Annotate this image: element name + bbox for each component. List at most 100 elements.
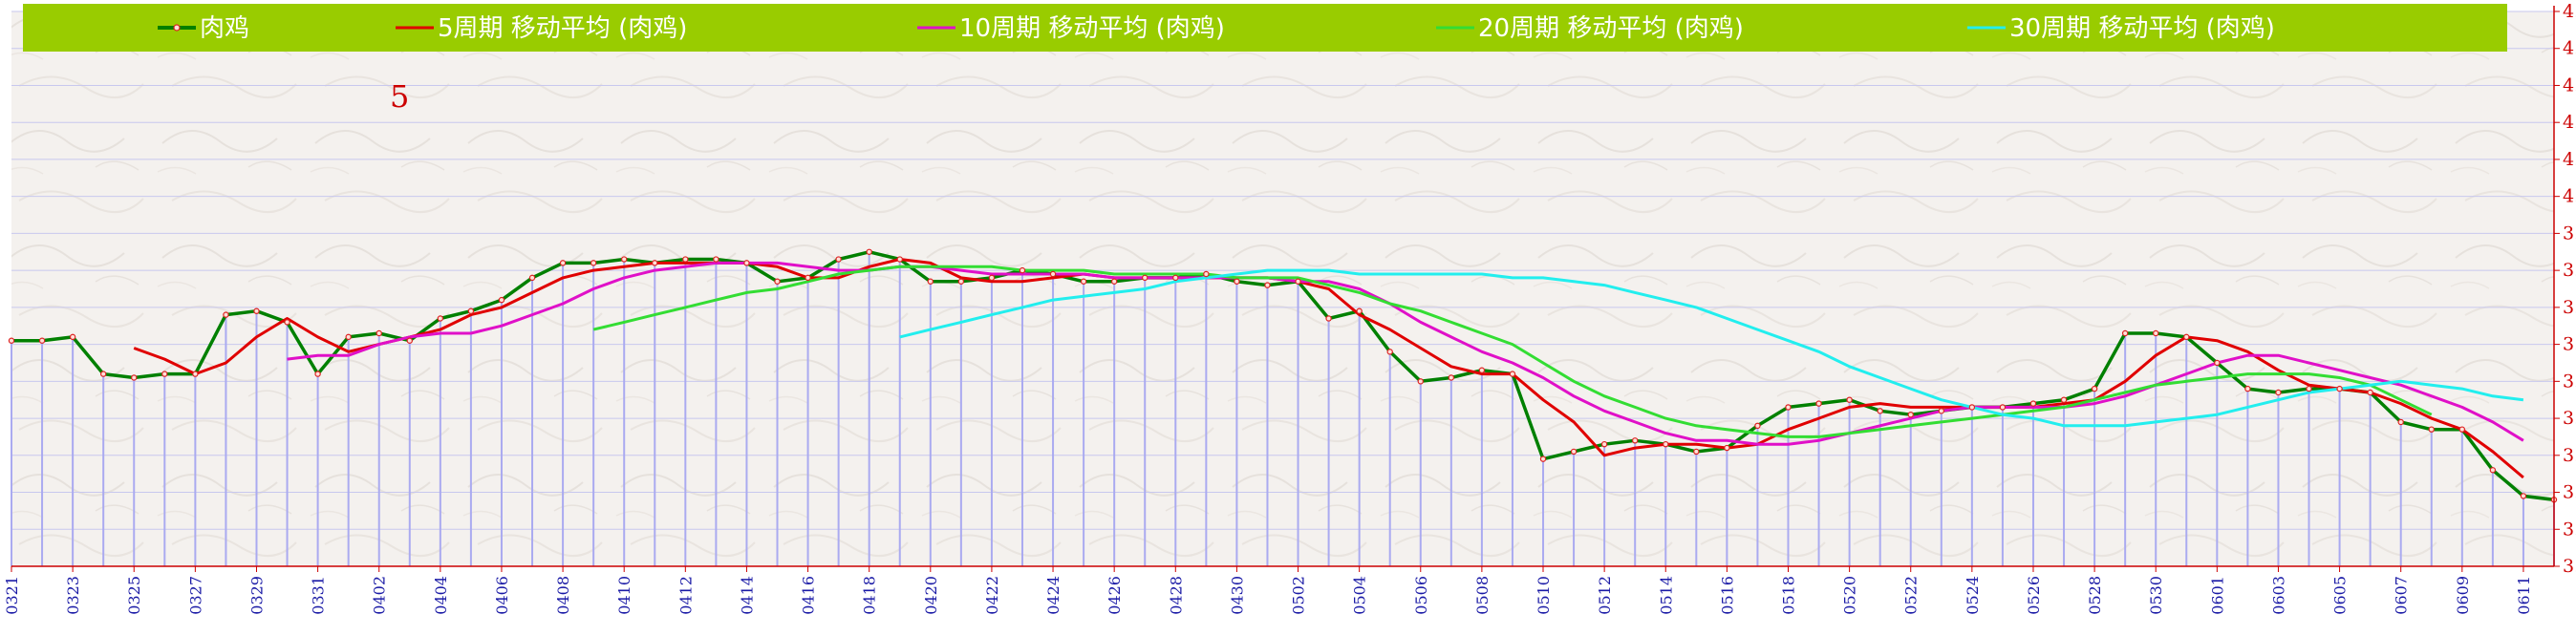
data-point	[2458, 426, 2466, 433]
data-point	[467, 307, 475, 314]
data-point	[8, 337, 15, 344]
data-point	[1080, 278, 1087, 285]
x-tick-label: 0528	[2086, 576, 2104, 615]
data-point	[2091, 385, 2098, 392]
data-point	[2367, 389, 2373, 396]
x-tick-label: 0522	[1902, 576, 1921, 615]
x-tick-label: 0506	[1412, 576, 1430, 615]
data-point	[528, 274, 536, 282]
data-point	[559, 260, 567, 266]
data-point	[345, 333, 352, 341]
data-point	[743, 260, 750, 266]
x-tick-label: 0410	[615, 576, 633, 615]
x-tick-label: 0524	[1964, 576, 1982, 615]
data-point	[1386, 349, 1393, 355]
legend-marker	[173, 24, 181, 32]
x-tick-label: 0603	[2269, 576, 2287, 615]
data-point	[2029, 400, 2037, 407]
y-tick-label: 3.50	[2563, 371, 2576, 392]
data-point	[1631, 437, 1639, 444]
x-tick-label: 0504	[1351, 576, 1369, 615]
data-point	[1172, 274, 1179, 282]
series-line-1	[133, 258, 2524, 479]
data-point	[406, 337, 413, 344]
legend-label-1: 5周期 移动平均 (肉鸡)	[438, 14, 687, 43]
legend-label-2: 10周期 移动平均 (肉鸡)	[959, 14, 1225, 43]
x-tick-label: 0430	[1228, 576, 1246, 615]
data-point	[1417, 378, 1424, 385]
data-point	[2244, 385, 2251, 392]
data-point	[1877, 408, 1883, 414]
y-tick-label: 4.50	[2563, 1, 2576, 22]
x-tick-label: 0408	[554, 576, 572, 615]
legend-label-4: 30周期 移动平均 (肉鸡)	[2009, 14, 2275, 43]
x-tick-label: 0424	[1044, 576, 1063, 615]
x-tick-label: 0402	[371, 576, 389, 615]
data-point	[1203, 270, 1210, 278]
x-tick-label: 0321	[3, 576, 21, 615]
data-point	[988, 274, 996, 282]
data-point	[2428, 426, 2435, 433]
data-point	[1356, 307, 1363, 314]
y-tick-label: 3.60	[2563, 334, 2576, 355]
data-point	[437, 315, 444, 322]
data-point	[2489, 467, 2497, 474]
data-points	[8, 248, 2558, 503]
data-point	[1234, 278, 1240, 285]
data-point	[99, 371, 107, 377]
x-tick-label: 0516	[1718, 576, 1736, 615]
data-point	[927, 278, 934, 285]
x-tick-label: 0418	[861, 576, 879, 615]
data-point	[1938, 408, 1944, 414]
data-point	[2183, 333, 2190, 341]
data-point	[192, 371, 199, 377]
data-point	[2336, 385, 2343, 392]
y-tick-label: 3.40	[2563, 408, 2576, 429]
x-tick-label: 0428	[1167, 576, 1185, 615]
data-point	[1968, 404, 1976, 411]
y-tick-label: 3.90	[2563, 223, 2576, 244]
x-tick-label: 0323	[64, 576, 82, 615]
data-point	[1509, 371, 1516, 377]
y-tick-label: 4.40	[2563, 38, 2576, 59]
x-tick-label: 0416	[800, 576, 818, 615]
axes	[11, 6, 2555, 567]
data-point	[38, 337, 46, 344]
y-tick-label: 4.20	[2563, 112, 2576, 133]
data-point	[376, 329, 382, 337]
x-tick-label: 0404	[432, 576, 450, 615]
data-point	[1110, 278, 1118, 285]
data-point	[682, 256, 689, 263]
data-point	[1325, 315, 1332, 322]
data-point	[835, 256, 842, 263]
x-tick-label: 0502	[1290, 576, 1308, 615]
series-line-0	[11, 250, 2555, 502]
x-tick-label: 0512	[1596, 576, 1614, 615]
data-point	[713, 256, 719, 263]
x-tick-label: 0611	[2515, 576, 2533, 615]
data-point	[2060, 396, 2068, 403]
data-point	[1815, 400, 1822, 407]
plot-background	[11, 11, 2554, 566]
series-line-4	[899, 268, 2524, 428]
x-tick-label: 0426	[1106, 576, 1124, 615]
x-tick-label: 0508	[1473, 576, 1492, 615]
data-point	[253, 307, 260, 314]
data-point	[69, 333, 76, 341]
data-point	[1693, 448, 1700, 456]
data-point	[1999, 404, 2007, 411]
x-tick-label: 0601	[2208, 576, 2226, 615]
y-tick-label: 4.00	[2563, 186, 2576, 207]
data-point	[498, 296, 505, 304]
data-point	[1600, 440, 1608, 448]
x-tick-label: 0414	[738, 576, 756, 615]
x-tick-label: 0526	[2025, 576, 2043, 615]
data-point	[1754, 422, 1761, 430]
data-point	[314, 371, 321, 377]
data-point	[1142, 274, 1148, 282]
data-point	[1049, 270, 1057, 278]
data-point	[1663, 440, 1669, 448]
data-point	[1295, 278, 1301, 285]
x-tick-label: 0514	[1657, 576, 1675, 615]
